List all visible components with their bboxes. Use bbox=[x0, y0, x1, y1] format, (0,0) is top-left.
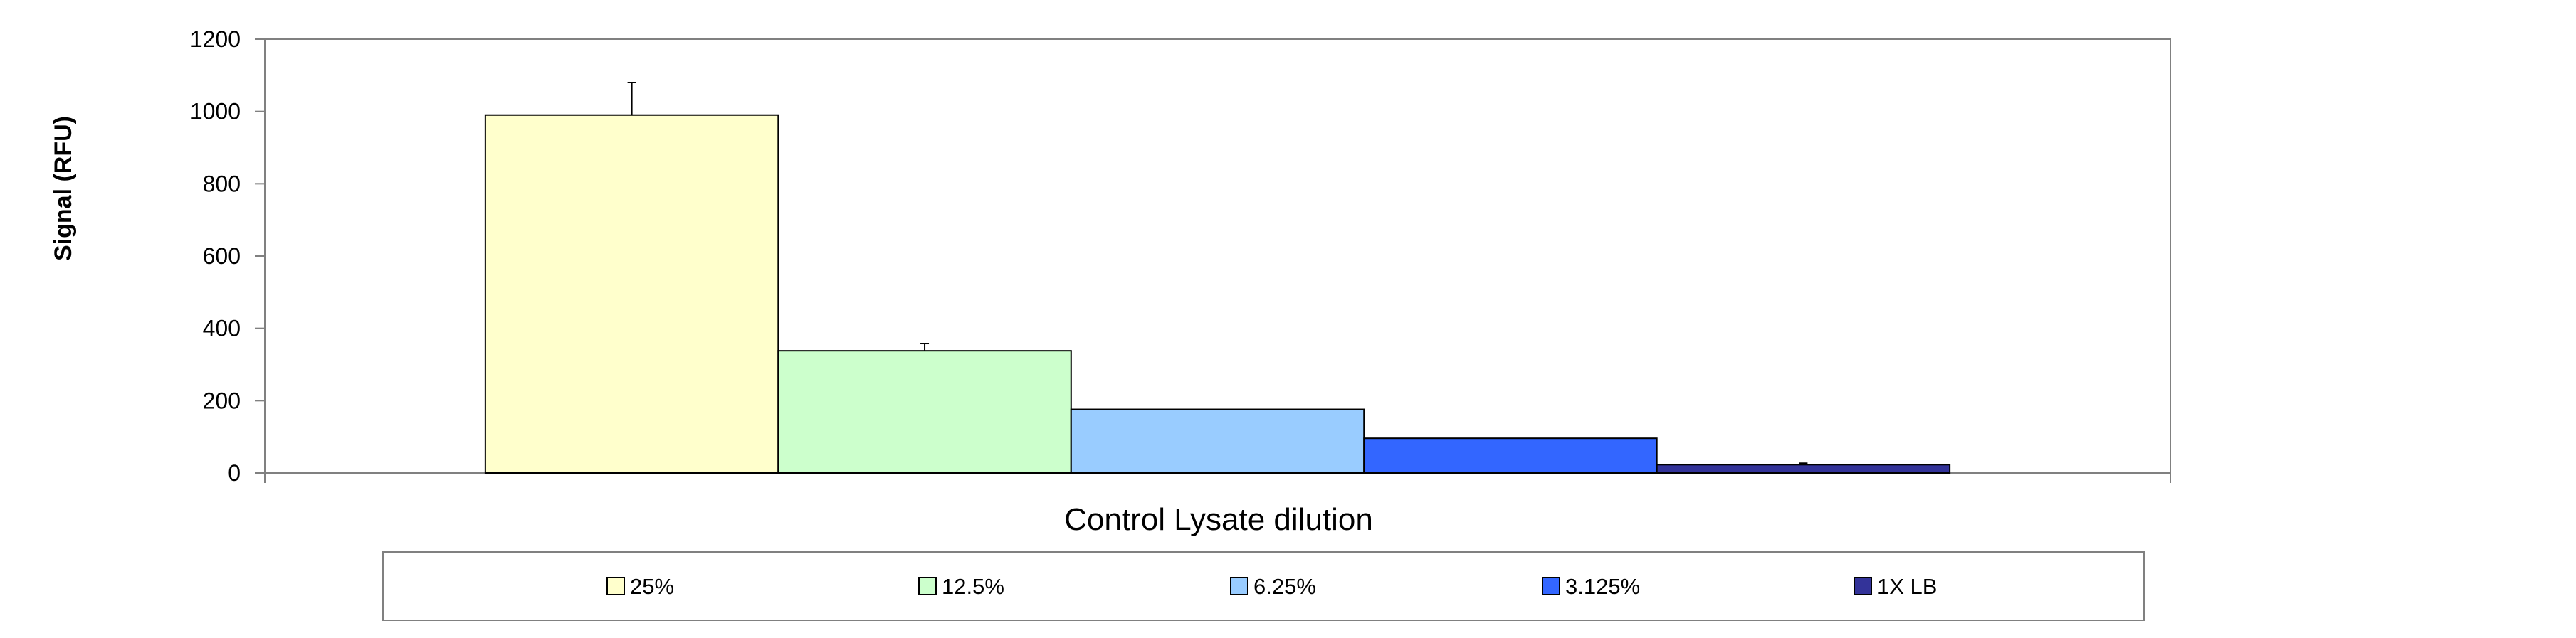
legend-item: 6.25% bbox=[1230, 574, 1316, 599]
bar-12-5- bbox=[777, 350, 1072, 474]
legend-item: 3.125% bbox=[1542, 574, 1640, 599]
legend-item: 12.5% bbox=[918, 574, 1004, 599]
bar-3-125- bbox=[1363, 437, 1658, 474]
error-bars-group bbox=[627, 82, 1808, 465]
legend-label: 1X LB bbox=[1877, 574, 1937, 599]
legend-swatch bbox=[1854, 577, 1872, 595]
y-axis-title: Signal (RFU) bbox=[50, 116, 77, 261]
legend-item: 25% bbox=[606, 574, 674, 599]
y-tick-label: 600 bbox=[203, 243, 241, 269]
y-tick-label: 800 bbox=[203, 171, 241, 196]
legend-label: 3.125% bbox=[1565, 574, 1640, 599]
y-tick-label: 0 bbox=[228, 460, 241, 486]
y-tick-label: 400 bbox=[203, 316, 241, 341]
legend-box bbox=[382, 551, 2145, 621]
legend-swatch bbox=[606, 577, 625, 595]
legend-label: 12.5% bbox=[942, 574, 1004, 599]
legend-swatch bbox=[1542, 577, 1560, 595]
legend-swatch bbox=[918, 577, 937, 595]
legend-label: 6.25% bbox=[1253, 574, 1316, 599]
y-tick-label: 1000 bbox=[190, 99, 241, 124]
x-axis-title: Control Lysate dilution bbox=[1064, 502, 1373, 537]
y-tick-label: 1200 bbox=[190, 26, 241, 52]
bar-25- bbox=[484, 114, 779, 474]
legend-item: 1X LB bbox=[1854, 574, 1937, 599]
legend-swatch bbox=[1230, 577, 1248, 595]
bar-1x-lb bbox=[1656, 464, 1951, 474]
y-tick-label: 200 bbox=[203, 388, 241, 413]
bar-6-25- bbox=[1070, 408, 1365, 474]
legend-label: 25% bbox=[630, 574, 674, 599]
legend: 25% 12.5% 6.25% 3.125% 1X LB bbox=[606, 574, 1937, 599]
